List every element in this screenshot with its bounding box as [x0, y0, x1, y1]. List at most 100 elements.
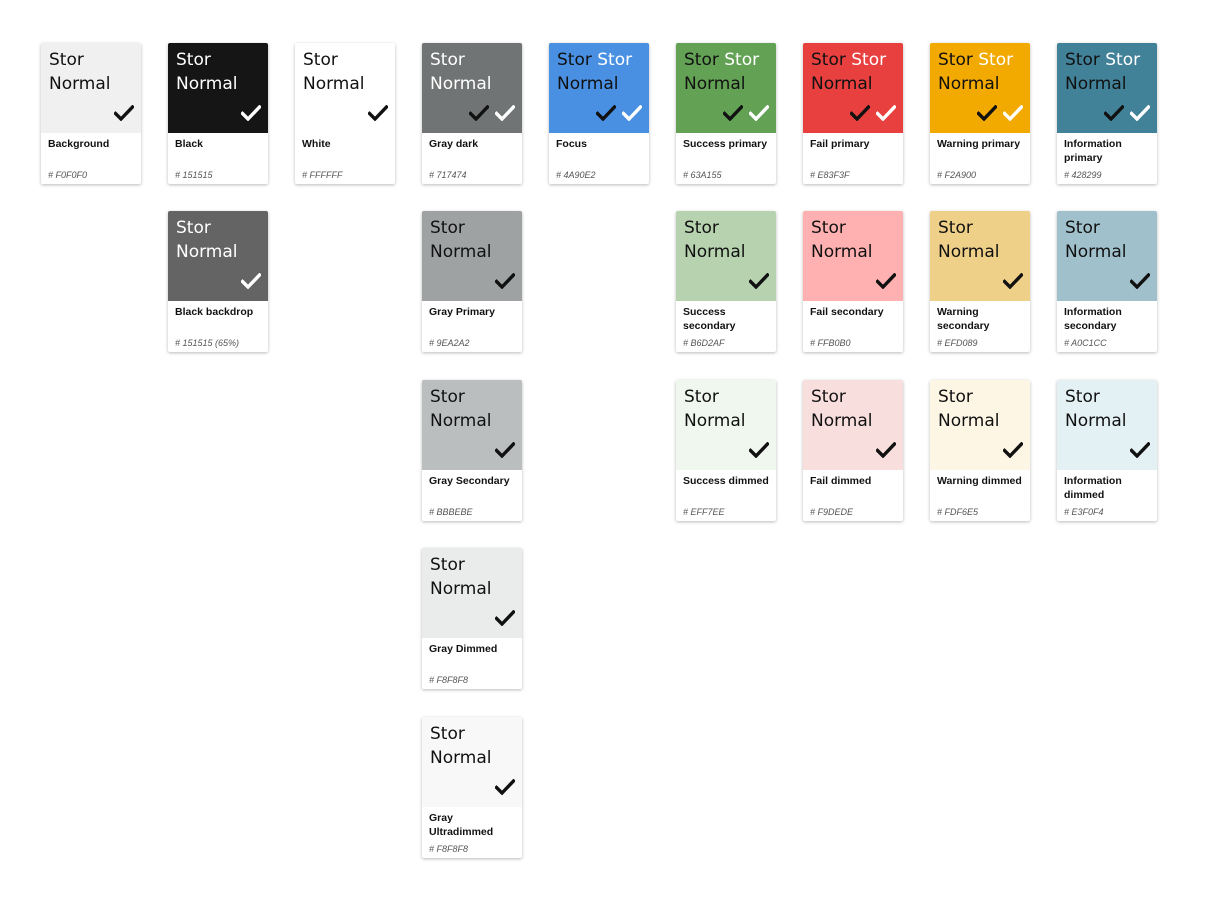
sample-word-normal: Normal	[684, 411, 746, 431]
sample-word: Stor	[684, 218, 719, 238]
sample-word: Stor	[1065, 387, 1100, 407]
check-group	[850, 105, 896, 121]
swatch-name: Success primary	[683, 138, 768, 150]
sample-text: Stor Stor Normal	[938, 48, 1013, 96]
sample-word-normal: Normal	[303, 74, 365, 94]
color-swatch: Stor Normal	[1057, 380, 1157, 470]
swatch-hex: # EFF7EE	[683, 507, 725, 517]
color-swatch: Stor Normal	[676, 211, 776, 301]
swatch-hex: # F2A900	[937, 170, 977, 180]
swatch-name: Success dimmed	[683, 475, 769, 487]
check-group	[749, 442, 769, 458]
swatch-name: Fail primary	[810, 138, 870, 150]
sample-text: Stor Stor Normal	[684, 48, 759, 96]
sample-word-normal: Normal	[557, 74, 619, 94]
checkmark-icon	[241, 273, 261, 289]
swatch-hex: # F0F0F0	[48, 170, 88, 180]
sample-text: Stor Stor Normal	[557, 48, 632, 96]
swatch-card-success-primary: Stor Stor Normal Success primary # 63A155	[676, 43, 776, 184]
checkmark-icon	[596, 105, 616, 121]
checkmark-icon	[495, 273, 515, 289]
color-swatch: Stor Stor Normal	[549, 43, 649, 133]
swatch-name: Information secondary	[1064, 306, 1122, 332]
check-group	[469, 105, 515, 121]
swatch-card-gray-dimmed: Stor Normal Gray Dimmed # F8F8F8	[422, 548, 522, 689]
checkmark-icon	[114, 105, 134, 121]
check-group	[1003, 273, 1023, 289]
color-swatch: Stor Normal	[803, 211, 903, 301]
check-group	[495, 779, 515, 795]
sample-word: Stor	[938, 218, 973, 238]
sample-word: Stor	[1065, 218, 1100, 238]
sample-word: Stor	[938, 387, 973, 407]
sample-word: Stor	[684, 50, 719, 70]
check-group	[368, 105, 388, 121]
checkmark-icon	[495, 105, 515, 121]
color-swatch: Stor Stor Normal	[803, 43, 903, 133]
swatch-hex: # A0C1CC	[1064, 338, 1107, 348]
sample-word-normal: Normal	[430, 74, 492, 94]
sample-word: Stor	[557, 50, 592, 70]
color-swatch: Stor Stor Normal	[930, 43, 1030, 133]
sample-word: Stor	[938, 50, 973, 70]
checkmark-icon	[876, 442, 896, 458]
swatch-card-warning-primary: Stor Stor Normal Warning primary # F2A900	[930, 43, 1030, 184]
sample-text: Stor Normal	[430, 48, 492, 96]
sample-word-normal: Normal	[811, 242, 873, 262]
sample-text: Stor Normal	[176, 216, 238, 264]
sample-word-inverse: Stor	[591, 50, 633, 70]
color-swatch: Stor Normal	[1057, 211, 1157, 301]
sample-word-normal: Normal	[430, 748, 492, 768]
check-group	[1104, 105, 1150, 121]
swatch-hex: # 151515	[175, 170, 213, 180]
swatch-card-success-dimmed: Stor Normal Success dimmed # EFF7EE	[676, 380, 776, 521]
swatch-hex: # BBBEBE	[429, 507, 473, 517]
checkmark-icon	[368, 105, 388, 121]
check-group	[876, 442, 896, 458]
swatch-name: Success secondary	[683, 306, 736, 332]
sample-word-inverse: Stor	[972, 50, 1014, 70]
color-swatch: Stor Normal	[676, 380, 776, 470]
checkmark-icon	[876, 105, 896, 121]
swatch-name: Information primary	[1064, 138, 1122, 164]
swatch-hex: # 717474	[429, 170, 467, 180]
sample-word-normal: Normal	[811, 74, 873, 94]
check-group	[749, 273, 769, 289]
swatch-name: Information dimmed	[1064, 475, 1122, 501]
checkmark-icon	[1130, 105, 1150, 121]
swatch-card-information-secondary: Stor Normal Information secondary # A0C1C…	[1057, 211, 1157, 352]
swatch-name: Warning secondary	[937, 306, 990, 332]
swatch-card-warning-dimmed: Stor Normal Warning dimmed # FDF6E5	[930, 380, 1030, 521]
checkmark-icon	[876, 273, 896, 289]
sample-word-normal: Normal	[430, 579, 492, 599]
swatch-card-gray-primary: Stor Normal Gray Primary # 9EA2A2	[422, 211, 522, 352]
swatch-hex: # 4A90E2	[556, 170, 596, 180]
checkmark-icon	[1003, 442, 1023, 458]
swatch-card-black: Stor Normal Black # 151515	[168, 43, 268, 184]
check-group	[723, 105, 769, 121]
sample-word-normal: Normal	[176, 74, 238, 94]
sample-text: Stor Normal	[430, 553, 492, 601]
check-group	[495, 442, 515, 458]
sample-text: Stor Normal	[811, 216, 873, 264]
sample-word: Stor	[430, 50, 465, 70]
swatch-name: Black backdrop	[175, 306, 254, 318]
color-swatch: Stor Stor Normal	[676, 43, 776, 133]
sample-text: Stor Normal	[430, 722, 492, 770]
checkmark-icon	[241, 105, 261, 121]
sample-text: Stor Stor Normal	[1065, 48, 1140, 96]
sample-word-normal: Normal	[938, 242, 1000, 262]
sample-word-normal: Normal	[1065, 242, 1127, 262]
color-swatch: Stor Normal	[930, 211, 1030, 301]
swatch-card-fail-secondary: Stor Normal Fail secondary # FFB0B0	[803, 211, 903, 352]
sample-word-normal: Normal	[938, 411, 1000, 431]
swatch-card-gray-dark: Stor Normal Gray dark # 717474	[422, 43, 522, 184]
swatch-card-black-backdrop: Stor Normal Black backdrop # 151515 (65%)	[168, 211, 268, 352]
sample-text: Stor Normal	[430, 216, 492, 264]
color-swatch: Stor Normal	[422, 43, 522, 133]
swatch-hex: # FFB0B0	[810, 338, 851, 348]
sample-word-normal: Normal	[430, 411, 492, 431]
sample-word: Stor	[811, 218, 846, 238]
sample-word-normal: Normal	[176, 242, 238, 262]
sample-text: Stor Normal	[938, 216, 1000, 264]
